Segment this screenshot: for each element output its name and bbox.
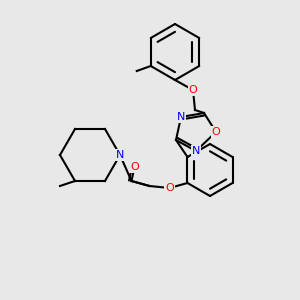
Text: O: O: [130, 162, 139, 172]
Text: O: O: [212, 127, 220, 137]
Text: N: N: [192, 146, 200, 156]
Text: O: O: [189, 85, 197, 95]
Text: N: N: [116, 150, 124, 160]
Text: O: O: [165, 183, 174, 193]
Text: N: N: [177, 112, 185, 122]
